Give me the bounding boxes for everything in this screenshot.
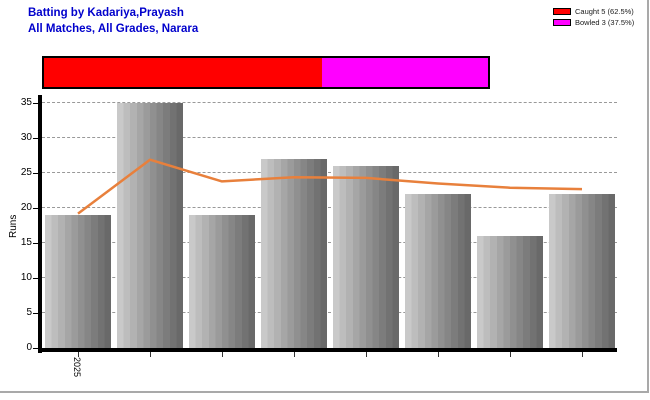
y-tick-mark xyxy=(33,208,38,209)
x-tick-mark xyxy=(222,352,223,357)
y-tick-label: 10 xyxy=(20,272,32,283)
bar xyxy=(405,194,471,348)
x-tick-mark xyxy=(510,352,511,357)
x-tick-mark xyxy=(582,352,583,357)
x-tick-mark xyxy=(78,352,79,357)
x-axis-line xyxy=(38,348,617,352)
y-tick-mark xyxy=(33,348,38,349)
bar xyxy=(189,215,255,348)
gridline xyxy=(42,277,617,278)
y-tick-label: 35 xyxy=(20,97,32,108)
y-tick-mark xyxy=(33,103,38,104)
legend-label-caught: Caught 5 (62.5%) xyxy=(575,6,634,16)
y-axis-label: Runs xyxy=(8,214,19,238)
legend-item-caught: Caught 5 (62.5%) xyxy=(553,6,634,16)
bar xyxy=(333,166,399,348)
x-tick-mark xyxy=(294,352,295,357)
y-tick-mark xyxy=(33,243,38,244)
title-block: Batting by Kadariya,Prayash All Matches,… xyxy=(28,5,198,37)
y-tick-label: 0 xyxy=(26,342,32,353)
bowled-swatch-icon xyxy=(553,18,571,26)
gridline xyxy=(42,312,617,313)
y-tick-mark xyxy=(33,278,38,279)
y-tick-label: 25 xyxy=(20,167,32,178)
y-axis-line xyxy=(38,95,42,353)
y-tick-label: 5 xyxy=(26,307,32,318)
x-tick-mark xyxy=(366,352,367,357)
y-tick-mark xyxy=(33,173,38,174)
gridline xyxy=(42,102,617,103)
bar xyxy=(117,103,183,348)
caught-segment xyxy=(44,58,322,87)
y-tick-label: 20 xyxy=(20,202,32,213)
dismissal-proportion-bar xyxy=(42,56,490,89)
x-tick-mark xyxy=(150,352,151,357)
gridline xyxy=(42,137,617,138)
bar xyxy=(261,159,327,348)
y-tick-mark xyxy=(33,138,38,139)
caught-swatch-icon xyxy=(553,7,571,15)
x-category-label: 2025 xyxy=(72,357,82,378)
chart-subtitle: All Matches, All Grades, Narara xyxy=(28,23,199,35)
window-edge-right xyxy=(647,0,649,392)
window-edge-bottom xyxy=(0,391,649,393)
gridline xyxy=(42,242,617,243)
legend: Caught 5 (62.5%) Bowled 3 (37.5%) xyxy=(553,6,634,28)
y-tick-label: 15 xyxy=(20,237,32,248)
chart-title: Batting by Kadariya,Prayash xyxy=(28,7,184,19)
bar xyxy=(477,236,543,348)
y-tick-label: 30 xyxy=(20,132,32,143)
legend-item-bowled: Bowled 3 (37.5%) xyxy=(553,17,634,27)
bowled-segment xyxy=(321,58,488,87)
bar xyxy=(45,215,111,348)
legend-label-bowled: Bowled 3 (37.5%) xyxy=(575,17,635,27)
x-tick-mark xyxy=(438,352,439,357)
bar xyxy=(549,194,615,348)
y-tick-mark xyxy=(33,313,38,314)
